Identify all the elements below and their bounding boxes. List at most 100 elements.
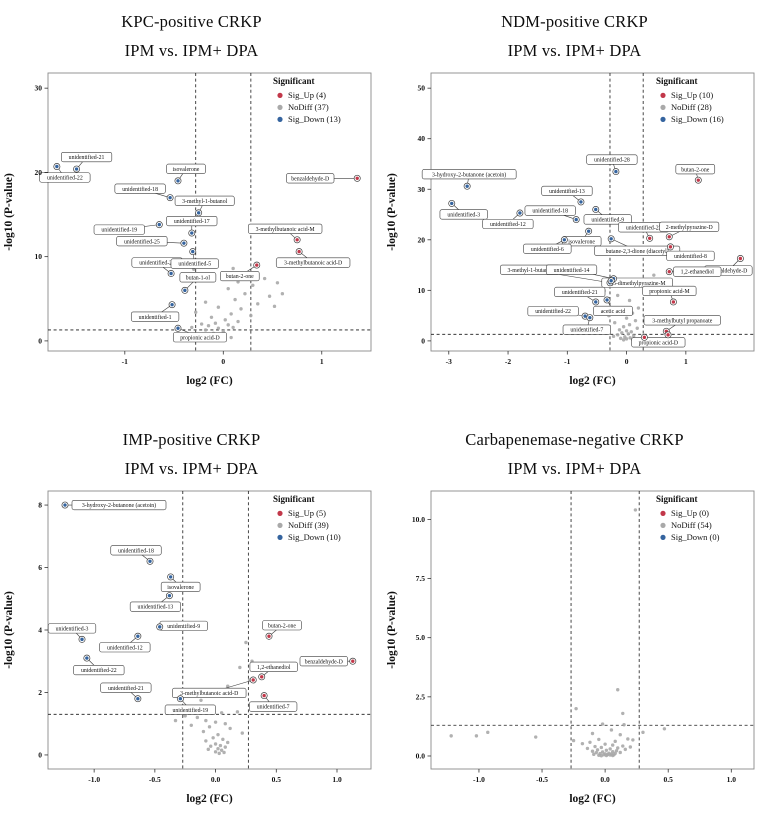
- sig-up-point: [738, 256, 743, 261]
- nodiff-point: [621, 711, 625, 716]
- sig-up-point: [667, 235, 671, 239]
- nodiff-point: [588, 740, 592, 744]
- point-label: benzaldehyde-D: [709, 269, 747, 275]
- sig-down-point: [158, 625, 162, 629]
- nodiff-point: [474, 734, 479, 738]
- point-label: unidentified-1: [139, 314, 172, 321]
- point-label-box: [562, 324, 611, 335]
- sig-down-point: [609, 237, 613, 241]
- sig-down-point: [614, 169, 618, 174]
- nodiff-point: [594, 750, 598, 755]
- point-label: unidentified-21: [69, 154, 105, 161]
- nodiff-point: [597, 737, 601, 742]
- nodiff-point: [622, 723, 626, 727]
- nodiff-point: [238, 665, 242, 670]
- nodiff-point: [272, 304, 277, 309]
- nodiff-point: [633, 508, 638, 512]
- sig-down-point: [157, 222, 161, 227]
- point-label-box: [642, 285, 697, 297]
- nodiff-point: [626, 737, 630, 741]
- legend-dot-down: [277, 116, 283, 122]
- sig-up-point: [351, 659, 355, 663]
- nodiff-point: [486, 730, 490, 735]
- sig-up-point: [295, 238, 299, 242]
- nodiff-point: [627, 323, 632, 327]
- point-label-box: [601, 277, 673, 288]
- nodiff-point: [223, 722, 227, 726]
- point-label-box: [421, 169, 517, 180]
- sig-down-point: [450, 201, 454, 206]
- sig-down-point: [136, 697, 140, 701]
- nodiff-point: [204, 739, 208, 743]
- nodiff-point: [621, 325, 626, 329]
- nodiff-point: [199, 322, 204, 326]
- point-label-box: [586, 154, 638, 165]
- point-label-box: [116, 236, 168, 247]
- sig-down-point: [148, 559, 152, 563]
- sig-down-point: [80, 637, 84, 642]
- nodiff-point: [593, 744, 597, 749]
- point-label: unidentified-18: [532, 208, 568, 215]
- sig-down-point: [63, 503, 67, 507]
- x-tick-label: 1.0: [727, 775, 737, 784]
- point-label-box: [593, 305, 633, 316]
- point-label: unidentified-7: [570, 327, 603, 334]
- y-tick-label: 30: [35, 84, 43, 93]
- nodiff-point: [620, 331, 624, 335]
- point-label: unidentified-7: [257, 704, 290, 711]
- legend-label-down: Sig_Down (0): [671, 532, 720, 542]
- point-label: unidentified-5: [178, 261, 211, 268]
- nodiff-point: [228, 726, 232, 731]
- nodiff-point: [206, 747, 210, 752]
- nodiff-point: [216, 732, 220, 737]
- panel-kpc: KPC-positive CRKP IPM vs. IPM+ DPA unide…: [0, 0, 383, 418]
- legend-label-nodiff: NoDiff (37): [288, 102, 329, 112]
- nodiff-point: [599, 745, 604, 750]
- nodiff-point: [611, 334, 616, 339]
- y-axis-title: -log10 (P-value): [386, 591, 398, 669]
- nodiff-point: [267, 294, 272, 298]
- nodiff-point: [226, 323, 230, 327]
- point-label-box: [249, 661, 298, 672]
- y-tick-label: 20: [35, 168, 43, 177]
- point-label: unidentified-14: [554, 267, 590, 274]
- nodiff-point: [613, 320, 617, 325]
- nodiff-point: [226, 286, 230, 291]
- point-label-box: [114, 183, 166, 194]
- sig-up-point: [696, 178, 700, 182]
- point-label: unidentified-3: [56, 625, 89, 632]
- point-label-box: [643, 315, 721, 326]
- x-tick-label: -1: [122, 357, 128, 366]
- nodiff-point: [243, 292, 247, 296]
- point-label-box: [129, 601, 181, 612]
- point-label-box: [220, 271, 260, 282]
- point-label-box: [166, 216, 218, 227]
- point-label-box: [179, 272, 217, 283]
- point-label: butan-2-one: [268, 623, 296, 629]
- nodiff-point: [608, 753, 612, 757]
- sig-up-point: [667, 269, 671, 274]
- x-tick-label: 1: [320, 357, 324, 366]
- nodiff-point: [608, 747, 612, 751]
- x-tick-label: -3: [446, 357, 452, 366]
- point-label: unidentified-28: [594, 157, 630, 164]
- y-tick-label: 2.5: [416, 692, 426, 701]
- point-label: propionic acid-M: [649, 289, 689, 295]
- y-tick-label: 6: [38, 563, 42, 572]
- x-tick-label: 0: [625, 357, 629, 366]
- point-label: propionic acid-D: [639, 340, 678, 346]
- nodiff-point: [616, 746, 620, 750]
- nodiff-point: [216, 746, 220, 751]
- sig-down-point: [168, 575, 173, 579]
- y-axis-title: -log10 (P-value): [3, 173, 15, 251]
- legend-dot-up: [660, 92, 666, 98]
- nodiff-point: [662, 727, 667, 731]
- point-label-box: [39, 172, 91, 183]
- x-tick-label: 1.0: [332, 775, 342, 784]
- point-label: unidentified-21: [562, 289, 598, 296]
- x-tick-label: -1.0: [473, 775, 485, 784]
- point-label: unidentified-6: [531, 246, 564, 253]
- nodiff-point: [216, 305, 221, 309]
- point-label: 3-methylbutanoic acid-D: [284, 261, 342, 267]
- panel-title: Carbapenemase-negative CRKP: [465, 430, 684, 449]
